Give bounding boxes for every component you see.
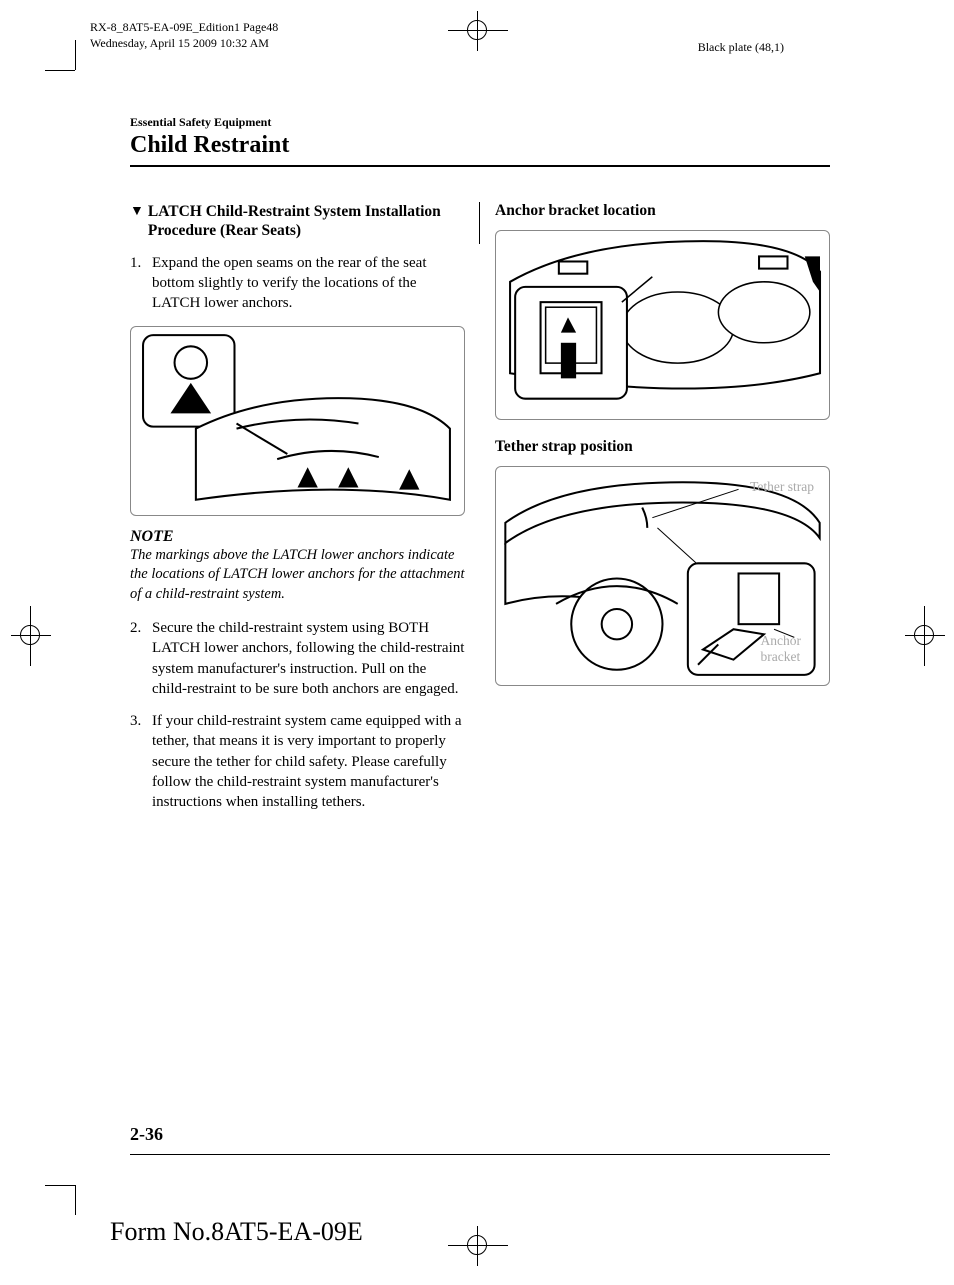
- step-1: 1. Expand the open seams on the rear of …: [130, 253, 465, 314]
- anchor-bracket-svg: [496, 231, 829, 419]
- figure-latch-anchors: [130, 326, 465, 516]
- note-body: The markings above the LATCH lower ancho…: [130, 546, 465, 605]
- figure-tether-strap: Tether strap Anchor bracket: [495, 466, 830, 686]
- tether-strap-heading: Tether strap position: [495, 438, 830, 456]
- note-title: NOTE: [130, 528, 465, 546]
- breadcrumb: Essential Safety Equipment: [130, 115, 830, 130]
- anchor-bracket-heading: Anchor bracket location: [495, 202, 830, 220]
- triangle-icon: ▼: [130, 202, 144, 222]
- figure-anchor-bracket: [495, 230, 830, 420]
- plate-info: Black plate (48,1): [698, 40, 784, 55]
- registration-mark-top: [467, 20, 487, 40]
- registration-mark-left: [20, 625, 40, 645]
- step-number: 1.: [130, 253, 146, 314]
- doc-id-line-1: RX-8_8AT5-EA-09E_Edition1 Page48: [90, 20, 278, 36]
- left-column: ▼ LATCH Child-Restraint System Installat…: [130, 202, 465, 824]
- footer-rule: [130, 1154, 830, 1155]
- step-2: 2. Secure the child-restraint system usi…: [130, 618, 465, 699]
- doc-id-line-2: Wednesday, April 15 2009 10:32 AM: [90, 36, 278, 52]
- print-meta: RX-8_8AT5-EA-09E_Edition1 Page48 Wednesd…: [90, 20, 278, 51]
- step-number: 3.: [130, 711, 146, 812]
- anchor-bracket-label: Anchor bracket: [761, 633, 802, 665]
- right-column: Anchor bracket location Tethe: [495, 202, 830, 824]
- procedure-heading-text: LATCH Child-Restraint System Installatio…: [148, 202, 465, 241]
- latch-diagram-svg: [131, 327, 464, 515]
- step-text: Expand the open seams on the rear of the…: [152, 253, 465, 314]
- step-number: 2.: [130, 618, 146, 699]
- page-number: 2-36: [130, 1124, 163, 1145]
- procedure-heading: ▼ LATCH Child-Restraint System Installat…: [130, 202, 465, 241]
- page-content: Essential Safety Equipment Child Restrai…: [130, 115, 830, 824]
- registration-mark-right: [914, 625, 934, 645]
- step-text: If your child-restraint system came equi…: [152, 711, 465, 812]
- page-title: Child Restraint: [130, 132, 830, 167]
- form-number: Form No.8AT5-EA-09E: [110, 1217, 363, 1247]
- step-3: 3. If your child-restraint system came e…: [130, 711, 465, 812]
- registration-mark-bottom: [467, 1235, 487, 1255]
- tether-strap-label: Tether strap: [750, 479, 814, 495]
- step-text: Secure the child-restraint system using …: [152, 618, 465, 699]
